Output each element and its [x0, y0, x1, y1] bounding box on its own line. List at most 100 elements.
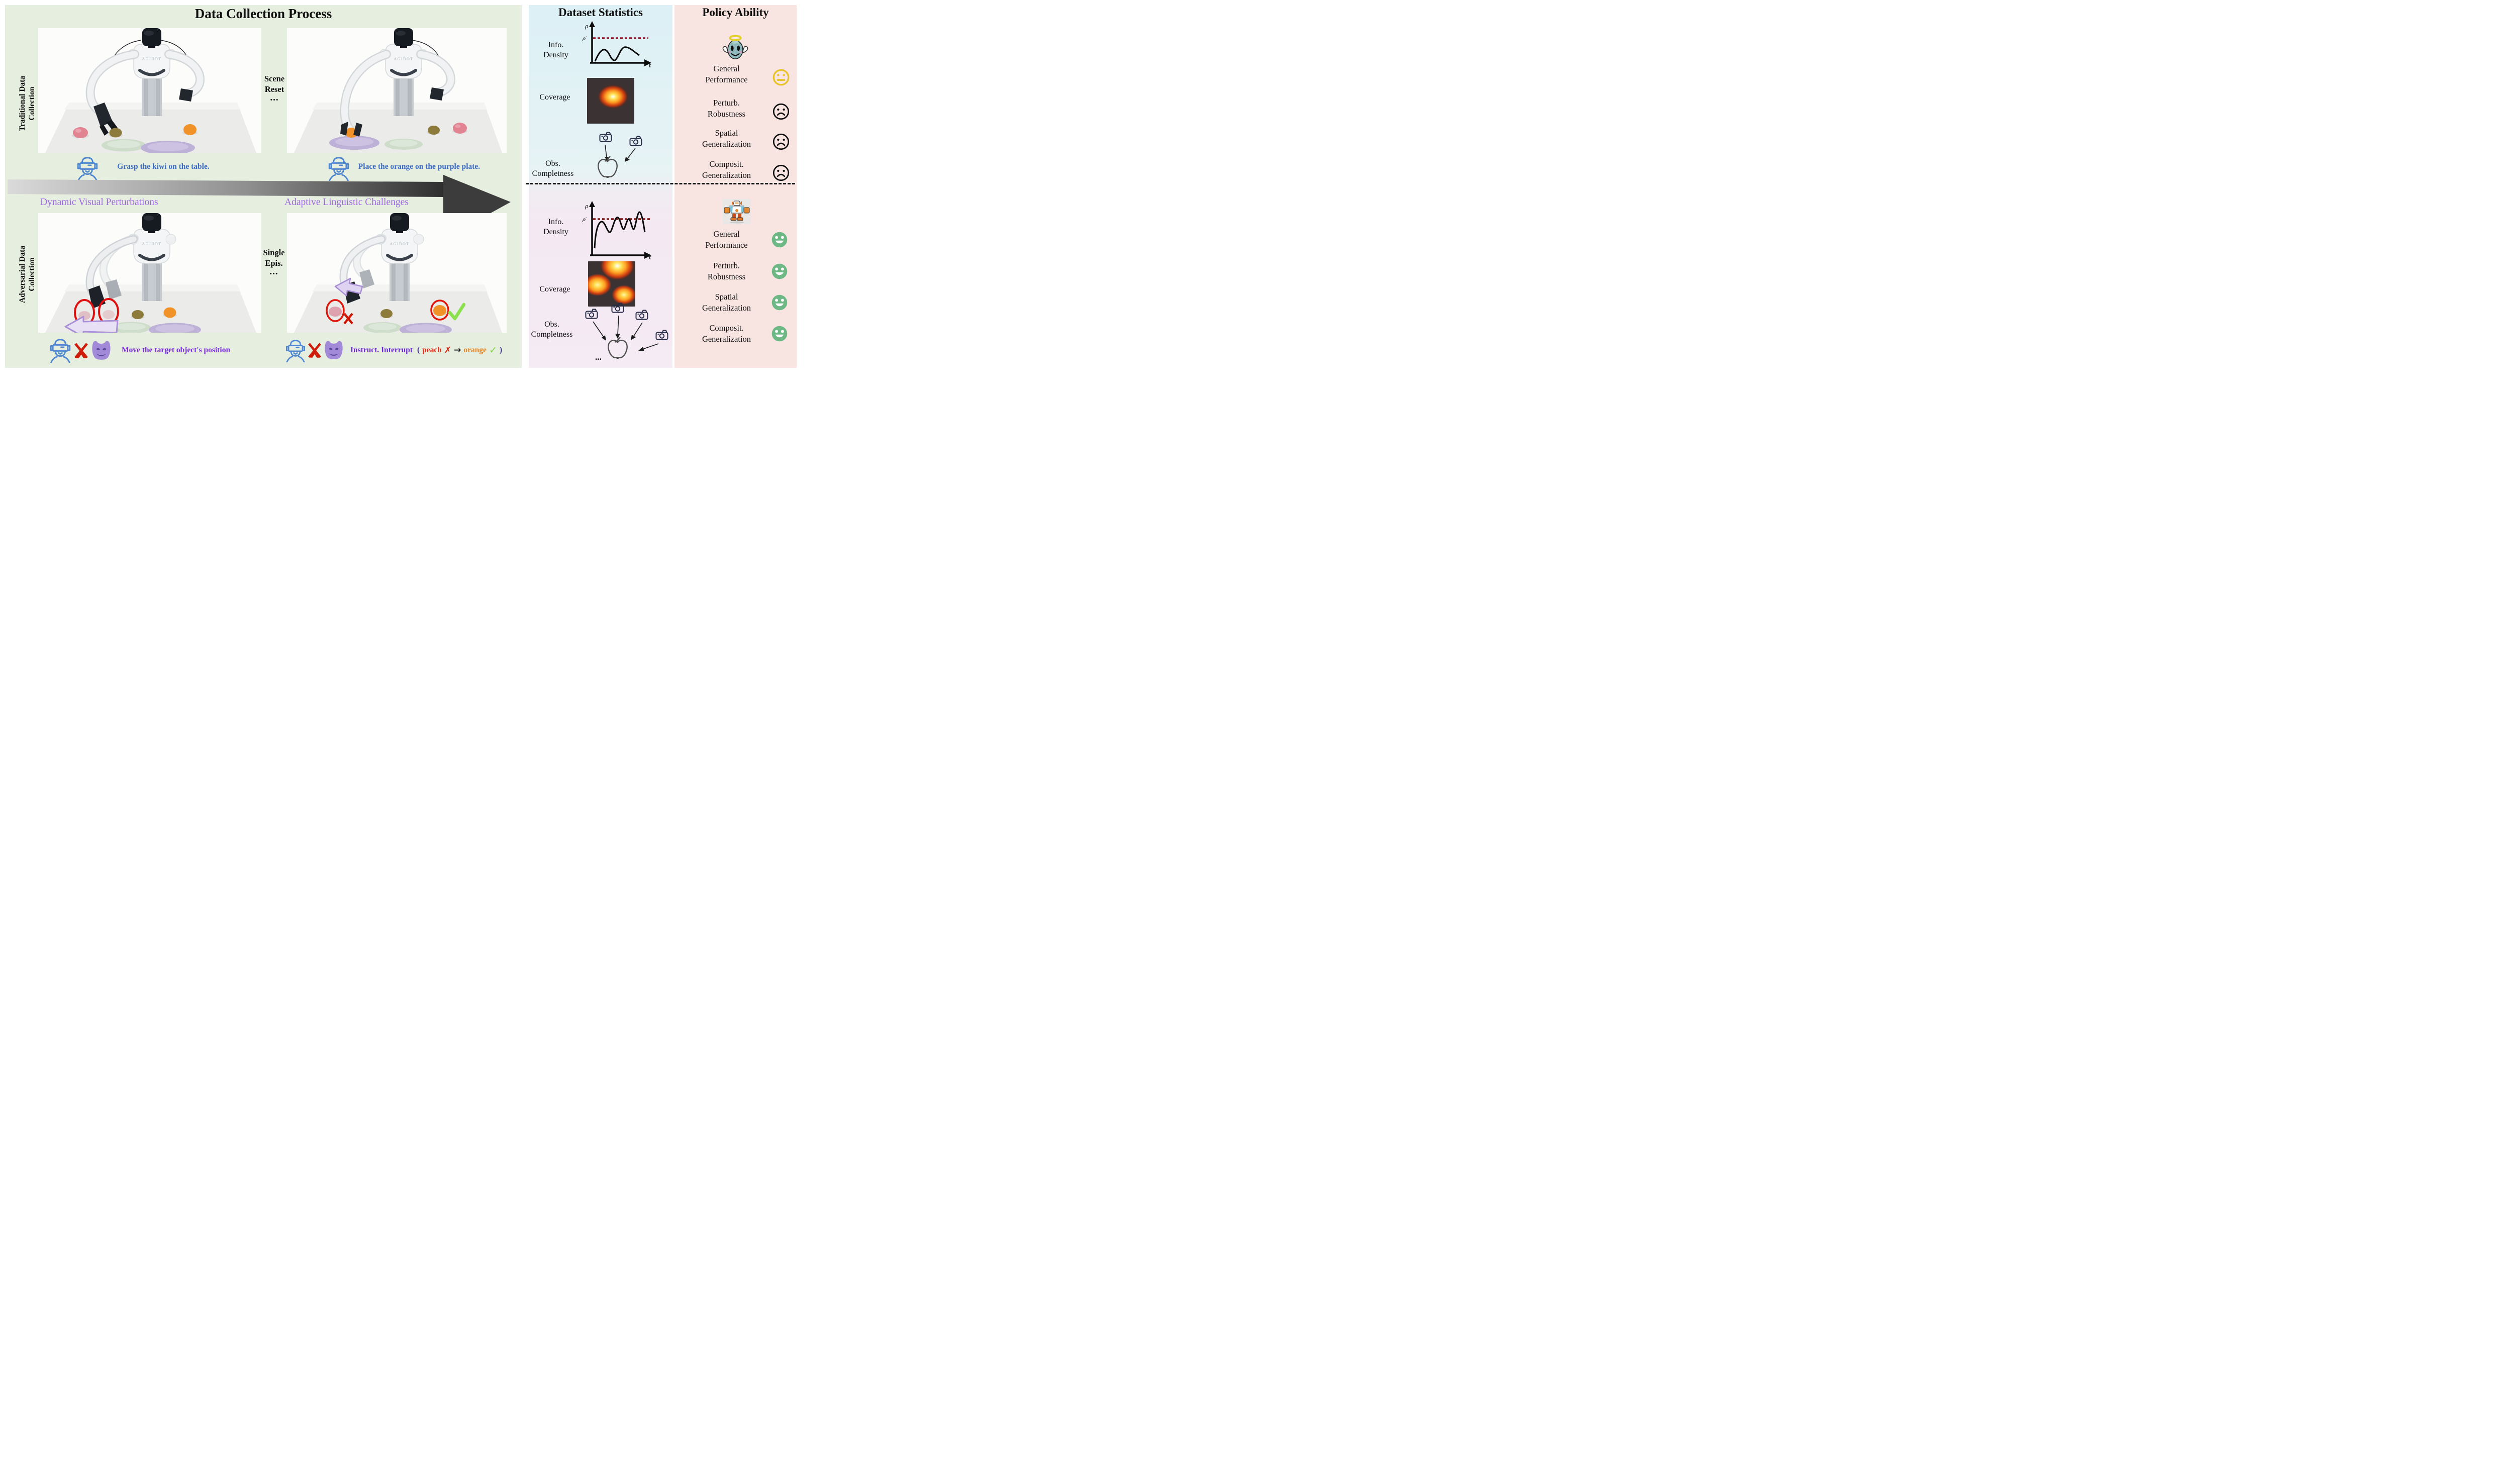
no-teleop-icon	[74, 343, 88, 358]
scene-adversarial-linguistic	[287, 213, 507, 333]
kiwi	[109, 128, 122, 138]
orange	[163, 307, 176, 318]
policy-row-label: General Performance	[705, 64, 748, 84]
svg-text:t: t	[649, 62, 651, 68]
paren-open: (	[417, 346, 420, 354]
stat-label-obs-completeness: Obs. Completness	[532, 159, 574, 178]
stat-label-coverage: Coverage	[539, 285, 570, 293]
photo-traditional-grasp	[38, 28, 261, 153]
camera-icon	[611, 303, 624, 313]
stat-label-obs-completeness: Obs. Completness	[531, 320, 573, 339]
no-teleop-icon	[308, 343, 321, 358]
info-density-plot-traditional: ρ ρ′ t	[582, 21, 651, 68]
orange	[183, 124, 197, 135]
data-collection-panel: Data Collection Process Traditional Data…	[5, 5, 522, 368]
reject-x-mark	[343, 313, 353, 325]
single-episode-note: Single Epis. ...	[263, 248, 285, 277]
happy-face-icon	[771, 325, 788, 342]
svg-text:ρ: ρ	[585, 23, 589, 30]
sad-face-icon	[772, 164, 790, 181]
happy-face-icon	[771, 294, 788, 311]
camera-icon	[599, 132, 612, 142]
policy-row-label: Composit. Generalization	[702, 323, 751, 344]
perturb-arrow-icon	[334, 277, 363, 296]
peach	[329, 307, 342, 317]
peach-moved	[103, 310, 115, 319]
svg-text:ρ: ρ	[585, 203, 589, 210]
info-density-plot-adversarial: ρ ρ′ t	[582, 201, 651, 260]
happy-face-icon	[771, 231, 788, 248]
kiwi	[380, 309, 393, 318]
camera-icon	[585, 309, 598, 319]
policy-row-label: Spatial Generalization	[702, 128, 751, 149]
robot-avatar-icon	[723, 199, 751, 224]
red-circle-annotation	[430, 300, 449, 321]
red-circle-annotation	[326, 299, 345, 322]
scene-adversarial-perturbation	[38, 213, 261, 333]
right-gripper	[179, 88, 193, 102]
photo-adversarial-perturbation	[38, 213, 261, 333]
orange-held	[345, 128, 357, 138]
policy-row-label: Spatial Generalization	[702, 292, 751, 313]
policy-row-label: General Performance	[705, 229, 748, 250]
orange	[433, 305, 446, 316]
svg-text:ρ′: ρ′	[582, 36, 587, 42]
interrupt-prefix: Instruct. Interrupt	[350, 346, 413, 354]
subheader-linguistic-challenges: Adaptive Linguistic Challenges	[284, 197, 409, 208]
density-curve	[594, 211, 646, 249]
angel-emoji-icon	[722, 34, 749, 61]
subheader-visual-perturbations: Dynamic Visual Perturbations	[40, 197, 158, 208]
row-label-traditional: Traditional Data Collection	[18, 75, 36, 132]
left-gripper	[340, 122, 348, 136]
neutral-face-icon	[772, 69, 790, 86]
caption-traditional-place: Place the orange on the purple plate.	[358, 162, 480, 171]
peach	[73, 127, 88, 138]
peach	[453, 123, 467, 134]
caption-row-adversarial-move: Move the target object's position	[49, 337, 230, 364]
figure-canvas: Data Collection Process Traditional Data…	[0, 0, 797, 371]
caption-row-adversarial-interrupt: Instruct. Interrupt ( peach ✗ → orange ✓…	[285, 337, 502, 364]
policy-row-label: Perturb. Robustness	[707, 261, 746, 281]
sad-face-icon	[772, 133, 790, 150]
svg-text:t: t	[649, 254, 651, 260]
kiwi	[132, 310, 144, 319]
policy-title: Policy Ability	[702, 6, 769, 19]
dataset-statistics-panel: Dataset Statistics Info. Density ρ ρ′ t …	[529, 5, 672, 368]
accepted-word: orange	[463, 346, 487, 354]
happy-face-icon	[771, 263, 788, 280]
devil-emoji-icon	[91, 339, 112, 362]
process-title: Data Collection Process	[195, 6, 332, 21]
photo-traditional-place	[287, 28, 507, 153]
devil-emoji-icon	[324, 339, 344, 361]
apple-icon	[608, 337, 628, 359]
rejected-word: peach	[422, 346, 442, 354]
camera-icon	[635, 310, 648, 320]
vr-headset-icon	[285, 339, 306, 362]
scene-traditional-grasp	[38, 28, 261, 153]
paren-close: )	[499, 346, 503, 354]
apple-icon	[598, 156, 618, 178]
move-left-arrow-icon	[64, 316, 119, 333]
scene-traditional-place	[287, 28, 507, 153]
caption-adversarial-move: Move the target object's position	[122, 346, 231, 354]
obs-completeness-traditional	[598, 132, 642, 178]
scene-reset-note: Scene Reset ...	[264, 74, 285, 103]
coverage-heatmap-traditional	[587, 78, 634, 124]
kiwi	[428, 126, 440, 135]
to-arrow-icon: →	[454, 345, 461, 355]
policy-row-label: Perturb. Robustness	[707, 98, 746, 119]
stat-label-coverage: Coverage	[539, 93, 570, 102]
camera-icon	[655, 330, 668, 340]
policy-row-label: Composit. Generalization	[702, 159, 751, 180]
accept-check-icon: ✓	[489, 344, 497, 356]
coverage-heatmap-adversarial	[588, 261, 635, 307]
stats-title: Dataset Statistics	[558, 6, 643, 19]
photo-adversarial-linguistic	[287, 213, 507, 333]
caption-traditional-grasp: Grasp the kiwi on the table.	[117, 162, 210, 171]
obs-ellipsis: ...	[595, 352, 602, 362]
policy-ability-panel: Policy Ability General Performance Pertu…	[674, 5, 797, 368]
stat-label-info-density: Info. Density	[543, 41, 568, 59]
svg-text:ρ′: ρ′	[582, 217, 587, 223]
left-gripper	[93, 103, 113, 127]
stat-label-info-density: Info. Density	[543, 218, 568, 236]
